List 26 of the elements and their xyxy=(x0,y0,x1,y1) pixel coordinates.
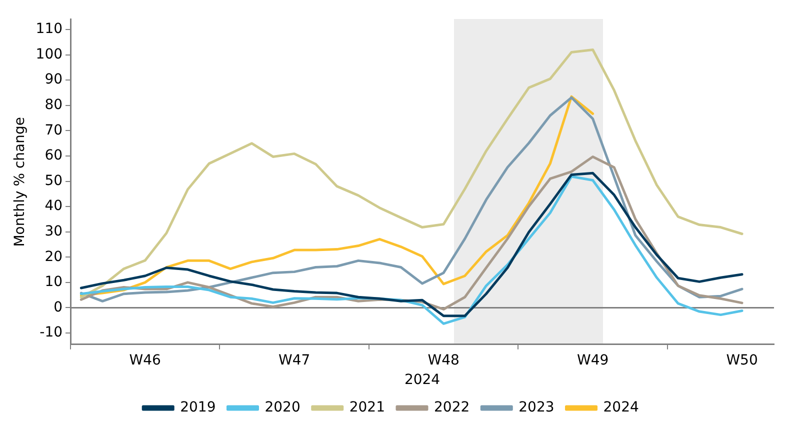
y-axis-title: Monthly % change xyxy=(12,117,28,247)
legend-label: 2021 xyxy=(349,400,386,416)
y-tick-label: 20 xyxy=(44,248,63,265)
y-tick-label: 50 xyxy=(44,172,63,189)
y-tick-label: 90 xyxy=(44,72,63,88)
legend-label: 2024 xyxy=(603,400,639,416)
y-tick-label: -10 xyxy=(40,324,63,341)
y-tick-label: 80 xyxy=(44,97,63,114)
legend-label: 2020 xyxy=(264,400,300,416)
legend-label: 2023 xyxy=(518,400,554,416)
y-tick-label: 10 xyxy=(44,274,63,290)
x-tick-label: W49 xyxy=(576,352,609,368)
y-tick-label: 40 xyxy=(44,198,63,214)
y-tick-label: 100 xyxy=(36,46,63,62)
legend-label: 2022 xyxy=(434,400,470,416)
y-tick-label: 30 xyxy=(44,223,63,240)
y-tick-label: 110 xyxy=(36,21,63,38)
x-tick-label: W47 xyxy=(278,352,310,368)
x-tick-label: W50 xyxy=(726,352,758,368)
y-tick-label: 0 xyxy=(54,299,63,316)
x-tick-label: W46 xyxy=(129,352,162,368)
y-tick-label: 70 xyxy=(44,122,63,138)
x-axis-title: 2024 xyxy=(404,372,440,388)
x-tick-label: W48 xyxy=(428,352,460,368)
y-tick-label: 60 xyxy=(44,148,63,164)
legend-label: 2019 xyxy=(180,400,216,416)
